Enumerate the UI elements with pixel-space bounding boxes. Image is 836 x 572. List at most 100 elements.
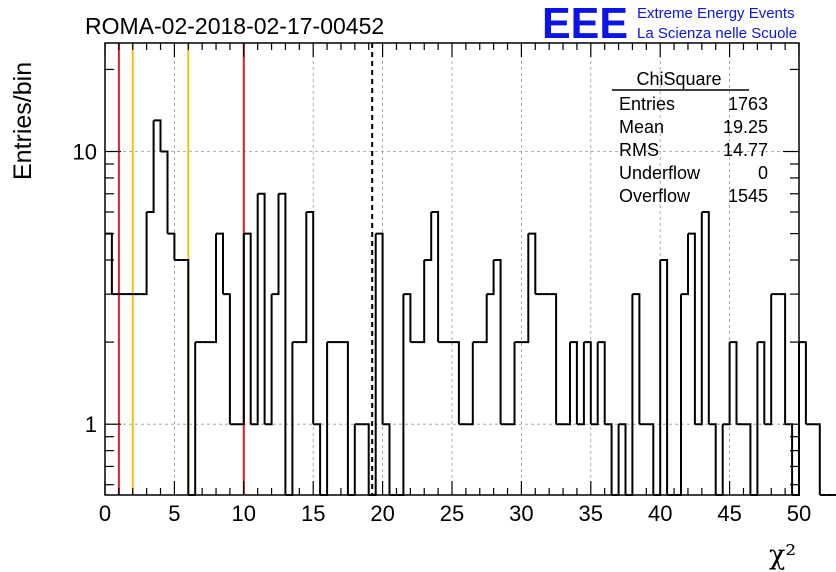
eee-logo-line1: Extreme Energy Events [637,5,795,22]
stats-row: Entries 1763 [619,94,768,114]
histogram-bin [452,341,460,425]
axis-ticks [104,43,800,495]
histogram-bin [465,342,474,426]
histogram-bin [257,192,266,425]
histogram [105,119,836,496]
stats-value-overflow: 1545 [728,186,768,206]
stats-label-rms: RMS [619,140,659,160]
histogram-bin [632,293,641,425]
histogram-bin [611,424,620,496]
x-tick-label: 10 [232,501,256,526]
histogram-bin [778,293,787,425]
histogram-bin [403,293,412,343]
histogram-bin [722,342,731,426]
stats-value-underflow: 0 [758,163,768,183]
histogram-bin [160,150,169,234]
histogram-bin [694,212,703,426]
histogram-bin [306,211,315,425]
histogram-bin [590,342,599,426]
histogram-bin [146,120,155,213]
histogram-bin [181,259,190,495]
histogram-bin [729,341,738,425]
eee-logo: EEE Extreme Energy Events La Scienza nel… [542,0,797,48]
histogram-bin [479,294,488,344]
histogram-bin [417,260,426,344]
histogram-bin [618,423,627,495]
histogram-bin [105,232,113,295]
y-tick-label: 1 [85,412,97,437]
histogram-bin [375,232,384,425]
histogram-bin [361,423,370,495]
histogram-bin [493,259,502,425]
histogram-bin [188,342,197,496]
histogram-bin [701,211,710,425]
histogram-bin [674,294,682,496]
histogram-bin [625,294,634,496]
histogram-bin [320,342,329,496]
histogram-bin [549,293,558,425]
histogram-bin [223,293,231,425]
grid-lines [105,43,799,495]
x-tick-label: 0 [99,501,111,526]
eee-logo-mark: EEE [542,0,628,48]
histogram-bin [264,294,273,426]
histogram-bin [743,423,752,495]
x-tick-label: 50 [787,501,811,526]
stats-row: Underflow 0 [619,163,768,183]
x-tick-label: 40 [648,501,672,526]
histogram-bin [528,232,537,295]
eee-logo-line2: La Scienza nelle Scuole [637,25,797,42]
histogram-bin [646,423,655,495]
histogram-bin [139,212,148,296]
histogram-bin [285,342,294,496]
histogram-bin [313,423,322,495]
histogram-bin [653,260,662,496]
y-tick-label: 10 [73,140,97,165]
stats-row: Overflow 1545 [619,186,768,206]
histogram-bin [576,342,585,426]
x-axis-label: χ² [769,540,796,571]
histogram-bin [278,192,287,495]
histogram-bin [583,341,592,425]
histogram-bin [250,193,259,426]
stats-value-rms: 14.77 [723,140,768,160]
histogram-bin [167,232,176,260]
marker-lines [117,43,374,495]
histogram-bin [681,233,689,296]
histogram-bin [799,341,807,425]
x-tick-label: 15 [301,501,325,526]
x-tick-label: 5 [168,501,180,526]
x-tick-label: 45 [717,501,741,526]
histogram-bin [708,423,717,495]
histogram-bin [486,260,495,296]
histogram-bin [688,232,696,425]
histogram-bin [431,211,440,343]
histogram-bin [660,259,669,495]
stats-row: RMS 14.77 [619,140,768,160]
x-tick-label: 35 [579,501,603,526]
x-tick-label: 30 [509,501,533,526]
histogram-bin [604,423,613,495]
x-tick-labels: 0 5 10 15 20 25 30 35 40 45 50 [99,501,811,526]
chart-title: ROMA-02-2018-02-17-00452 [85,13,384,39]
histogram-bin [792,342,800,496]
histogram-bin [396,294,405,496]
histogram-bin [597,341,606,425]
histogram-bin [715,424,724,496]
x-tick-label: 25 [440,501,464,526]
histogram-bin [570,341,578,425]
histogram-bin [216,232,224,295]
histogram-bin [507,342,516,426]
histogram-bin [382,423,391,495]
histogram-bin [299,212,308,344]
histogram-bin [563,342,571,426]
stats-box-title: ChiSquare [636,69,721,89]
stats-label-entries: Entries [619,94,675,114]
histogram-bin [271,193,280,296]
stats-label-mean: Mean [619,117,664,137]
stats-value-mean: 19.25 [723,117,768,137]
histogram-bin [757,341,766,425]
histogram-bin [347,424,356,496]
histogram-bin [764,294,773,426]
